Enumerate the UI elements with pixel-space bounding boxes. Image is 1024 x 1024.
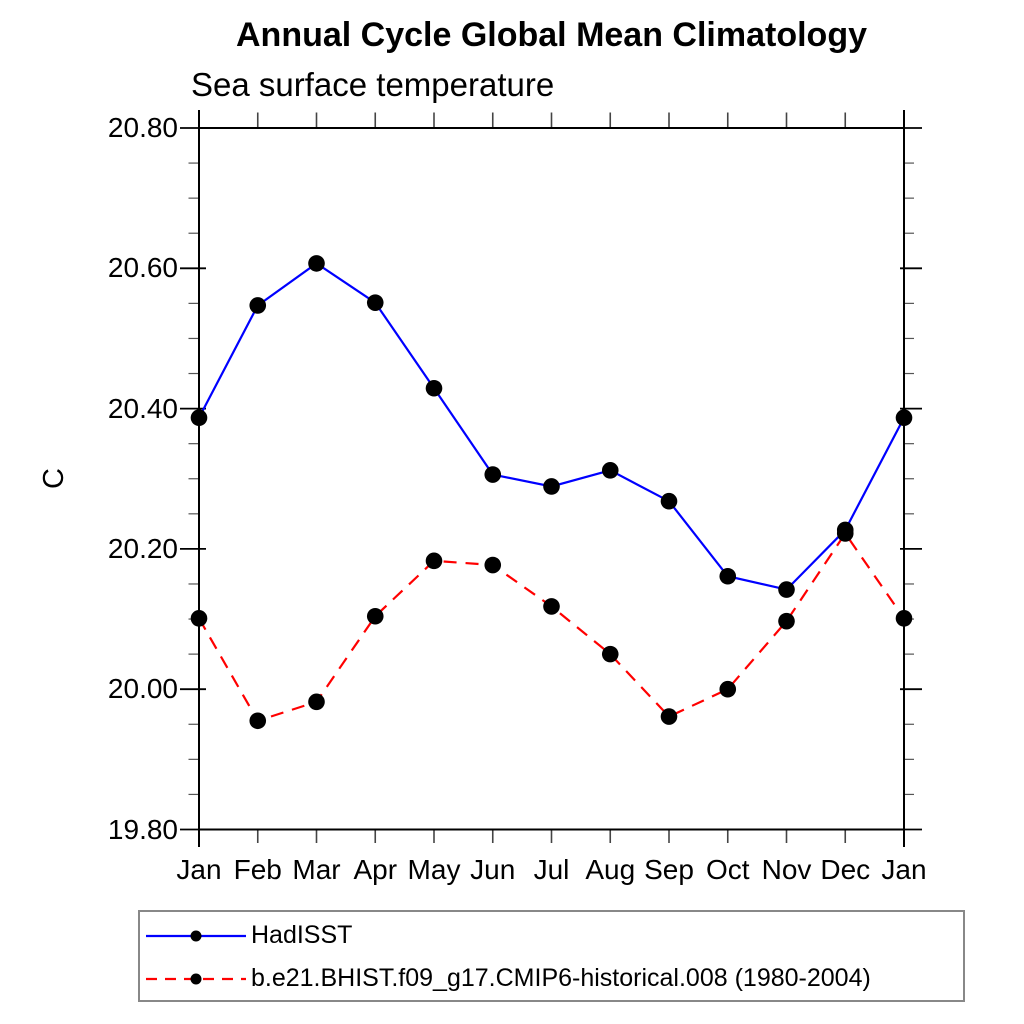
legend: HadISST b.e21.BHIST.f09_g17.CMIP6-histor…	[138, 910, 965, 1002]
data-point-marker	[895, 610, 913, 627]
chart-subtitle: Sea surface temperature	[191, 66, 555, 103]
y-tick-label: 20.40	[107, 392, 178, 424]
x-tick-label: Jan	[176, 854, 222, 885]
data-point-marker	[425, 379, 443, 397]
y-tick-label: 20.60	[107, 252, 178, 284]
y-tick-label: 20.20	[107, 532, 178, 564]
x-tick-label: Apr	[353, 854, 398, 885]
plot-frame	[198, 127, 905, 831]
data-point-marker	[836, 525, 854, 542]
hadisst-line-sample-icon	[146, 930, 246, 941]
x-tick-label: Jan	[881, 854, 927, 885]
data-point-marker	[249, 297, 267, 314]
data-point-marker	[484, 556, 502, 574]
x-tick-label: Jun	[470, 854, 516, 885]
x-tick-label: May	[407, 854, 461, 885]
legend-item-model: b.e21.BHIST.f09_g17.CMIP6-historical.008…	[144, 957, 963, 1000]
data-point-marker	[484, 466, 502, 483]
data-point-marker	[249, 712, 267, 730]
x-tick-label: Oct	[705, 854, 750, 885]
data-point-marker	[778, 612, 795, 630]
data-point-marker	[660, 492, 678, 510]
x-tick-label: Jul	[533, 854, 570, 885]
data-point-marker	[425, 552, 443, 570]
data-point-marker	[308, 693, 325, 711]
data-point-marker	[190, 610, 208, 627]
hadisst-line	[198, 262, 905, 591]
data-point-marker	[778, 581, 795, 598]
data-point-marker	[601, 645, 619, 663]
data-point-marker	[719, 567, 737, 585]
data-point-marker	[308, 255, 325, 272]
y-tick-label: 20.00	[107, 673, 178, 705]
legend-label-model: b.e21.BHIST.f09_g17.CMIP6-historical.008…	[251, 964, 871, 992]
data-point-marker	[190, 409, 208, 427]
x-tick-label: Mar	[292, 854, 341, 885]
legend-label-hadisst: HadISST	[251, 921, 353, 949]
model-line-sample-icon	[146, 973, 246, 984]
x-tick-label: Nov	[761, 854, 812, 885]
data-point-marker	[895, 409, 913, 427]
data-point-marker	[719, 680, 737, 698]
data-point-marker	[660, 708, 678, 725]
legend-item-hadisst: HadISST	[144, 914, 963, 957]
x-tick-label: Aug	[585, 854, 636, 885]
data-point-marker	[366, 294, 384, 311]
chart-title: Annual Cycle Global Mean Climatology	[236, 16, 867, 54]
x-tick-label: Feb	[233, 854, 282, 885]
x-tick-label: Dec	[820, 854, 871, 885]
data-point-marker	[366, 607, 384, 625]
x-tick-label: Sep	[644, 854, 694, 885]
y-tick-label: 20.80	[107, 112, 178, 143]
data-point-marker	[543, 478, 560, 495]
data-point-marker	[601, 462, 619, 479]
data-point-marker	[543, 598, 560, 615]
y-tick-label: 19.80	[107, 813, 178, 845]
model-line	[198, 531, 905, 723]
